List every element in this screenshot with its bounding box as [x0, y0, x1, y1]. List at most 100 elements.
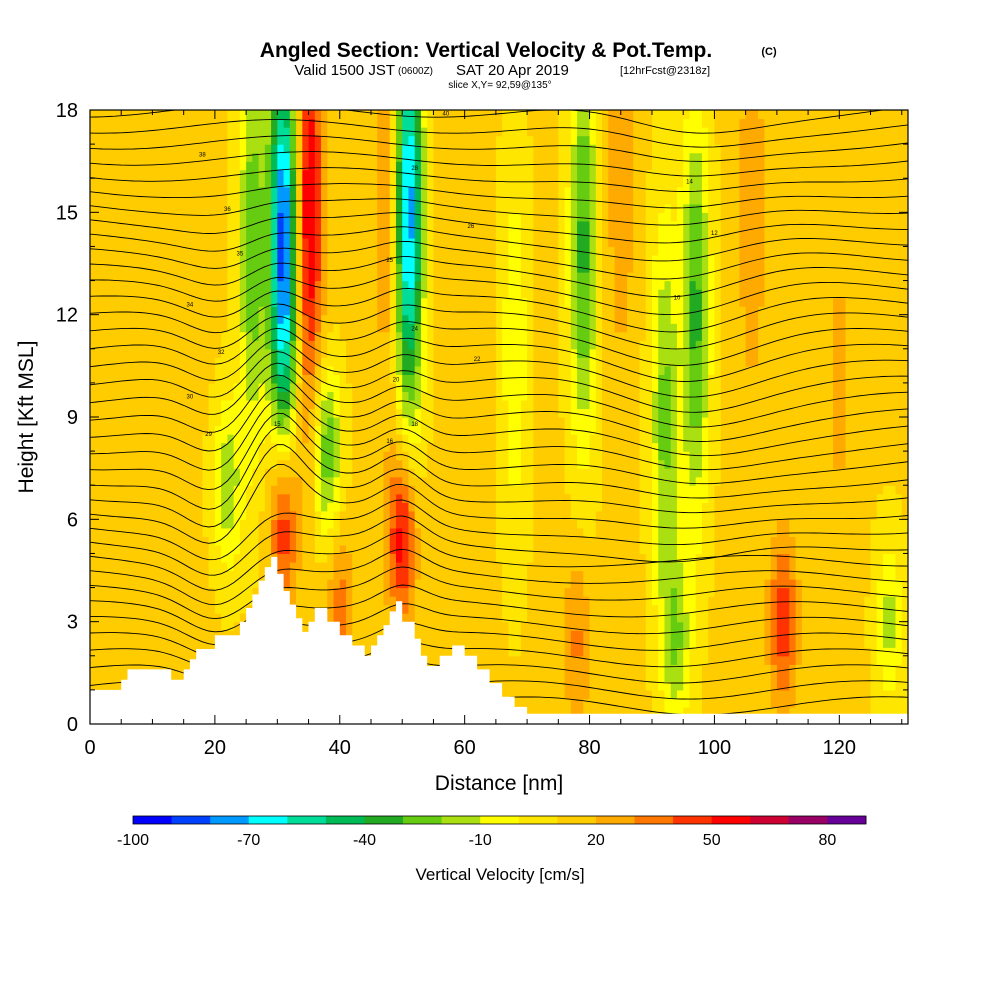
velocity-cell: [858, 553, 865, 563]
velocity-cell: [221, 442, 228, 452]
velocity-cell: [152, 451, 160, 461]
velocity-cell: [252, 408, 260, 418]
velocity-cell: [883, 596, 890, 606]
velocity-cell: [808, 638, 815, 648]
velocity-cell: [633, 425, 641, 435]
velocity-cell: [408, 399, 416, 410]
velocity-cell: [221, 399, 228, 410]
velocity-cell: [171, 399, 179, 410]
velocity-cell: [508, 672, 516, 682]
velocity-cell: [445, 527, 453, 537]
velocity-cell: [602, 681, 609, 691]
velocity-cell: [901, 681, 908, 691]
velocity-cell: [577, 655, 584, 665]
velocity-cell: [676, 425, 684, 435]
velocity-cell: [839, 434, 847, 444]
velocity-cell: [102, 425, 110, 435]
velocity-cell: [452, 510, 460, 520]
velocity-cell: [414, 587, 422, 597]
velocity-cell: [776, 434, 784, 444]
velocity-cell: [189, 621, 197, 631]
velocity-cell: [402, 536, 410, 546]
velocity-cell: [308, 408, 316, 418]
velocity-cell: [826, 544, 834, 555]
velocity-cell: [302, 399, 310, 410]
velocity-cell: [539, 553, 547, 563]
velocity-cell: [533, 698, 541, 708]
velocity-cell: [214, 579, 222, 589]
velocity-cell: [289, 459, 297, 469]
velocity-cell: [383, 570, 391, 580]
velocity-cell: [770, 647, 778, 657]
velocity-cell: [795, 502, 803, 512]
velocity-cell: [127, 493, 135, 503]
velocity-cell: [414, 613, 422, 623]
velocity-cell: [489, 451, 497, 461]
velocity-cell: [695, 527, 703, 537]
velocity-cell: [483, 579, 491, 589]
velocity-cell: [770, 536, 778, 546]
velocity-cell: [901, 425, 908, 435]
velocity-cell: [776, 544, 784, 555]
velocity-cell: [883, 468, 890, 478]
velocity-cell: [808, 408, 815, 418]
velocity-cell: [121, 587, 129, 597]
velocity-cell: [527, 519, 534, 529]
velocity-cell: [308, 468, 316, 478]
velocity-cell: [633, 451, 641, 461]
velocity-cell: [651, 553, 659, 563]
velocity-cell: [701, 442, 709, 452]
velocity-cell: [133, 621, 141, 631]
velocity-cell: [246, 485, 253, 495]
velocity-cell: [701, 417, 709, 427]
velocity-cell: [177, 459, 185, 469]
velocity-cell: [633, 399, 641, 410]
velocity-cell: [102, 451, 110, 461]
velocity-cell: [452, 459, 460, 469]
velocity-cell: [708, 604, 716, 614]
velocity-cell: [127, 579, 135, 589]
velocity-cell: [714, 689, 722, 700]
velocity-cell: [383, 510, 391, 520]
velocity-cell: [789, 570, 797, 580]
velocity-cell: [639, 493, 647, 503]
velocity-cell: [171, 587, 179, 597]
velocity-cell: [826, 664, 834, 674]
velocity-cell: [820, 502, 828, 512]
velocity-cell: [227, 459, 235, 469]
velocity-cell: [801, 425, 809, 435]
velocity-cell: [639, 476, 647, 486]
velocity-cell: [383, 596, 391, 606]
velocity-cell: [714, 399, 722, 410]
velocity-cell: [246, 596, 253, 606]
velocity-cell: [783, 519, 790, 529]
velocity-cell: [177, 476, 185, 486]
velocity-cell: [96, 391, 104, 401]
velocity-cell: [858, 579, 865, 589]
velocity-cell: [789, 689, 797, 700]
velocity-cell: [164, 561, 172, 572]
velocity-cell: [639, 647, 647, 657]
velocity-cell: [595, 425, 603, 435]
velocity-cell: [108, 613, 116, 623]
velocity-cell: [751, 408, 759, 418]
velocity-cell: [901, 468, 908, 478]
velocity-cell: [789, 698, 797, 708]
velocity-cell: [358, 553, 366, 563]
velocity-cell: [358, 459, 366, 469]
velocity-cell: [851, 706, 859, 717]
velocity-cell: [795, 579, 803, 589]
velocity-cell: [402, 399, 410, 410]
velocity-cell: [433, 604, 441, 614]
velocity-cell: [808, 655, 815, 665]
velocity-cell: [826, 672, 834, 682]
velocity-cell: [870, 672, 878, 682]
velocity-cell: [502, 399, 509, 410]
velocity-cell: [227, 561, 235, 572]
velocity-cell: [227, 476, 235, 486]
velocity-cell: [477, 655, 484, 665]
velocity-cell: [227, 613, 235, 623]
velocity-cell: [477, 579, 484, 589]
velocity-cell: [502, 664, 509, 674]
velocity-cell: [96, 655, 104, 665]
